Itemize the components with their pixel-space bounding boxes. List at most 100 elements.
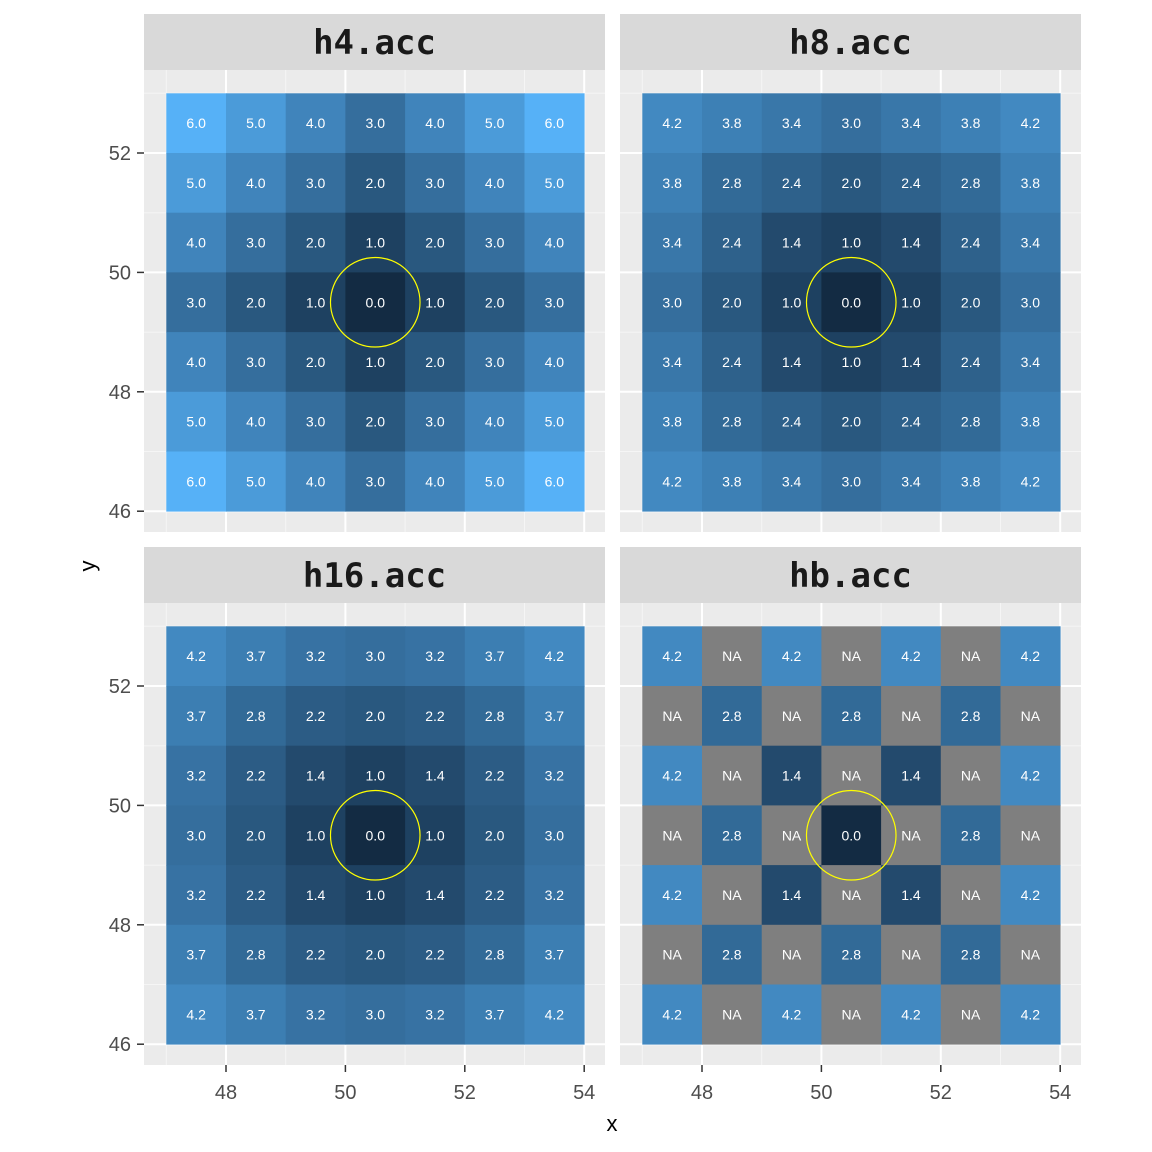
tile-value-label: NA	[722, 768, 742, 784]
heatmap-tile	[881, 93, 942, 154]
heatmap-tile	[345, 686, 406, 747]
heatmap-tile	[285, 153, 346, 214]
heatmap-tile	[524, 272, 585, 333]
heatmap-tile	[524, 805, 585, 866]
tile-value-label: NA	[1021, 708, 1041, 724]
heatmap-tile	[881, 212, 942, 273]
heatmap-tile	[166, 865, 227, 926]
heatmap-tile	[285, 626, 346, 687]
tile-value-label: 2.8	[722, 175, 742, 191]
tile-value-label: 1.4	[425, 887, 445, 903]
tile-value-label: 0.0	[366, 294, 386, 310]
tile-value-label: 1.4	[306, 887, 326, 903]
tile-value-label: 3.0	[485, 354, 505, 370]
tile-value-label: 3.7	[485, 648, 505, 664]
tile-value-label: 3.0	[366, 1006, 386, 1022]
facet-panel-h4-acc: h4.acc 6.0 5.0 4.0 3.0 4.0 5.0 6.0 5.0 4.0 3.0 2.0 3…	[109, 14, 605, 532]
y-tick-label: 46	[109, 1034, 131, 1056]
tile-value-label: 1.4	[901, 887, 921, 903]
tile-value-label: 3.8	[961, 473, 981, 489]
tile-value-label: 5.0	[545, 414, 565, 430]
heatmap-tile	[524, 153, 585, 214]
tile-value-label: 4.2	[1021, 115, 1041, 131]
y-axis-title: y	[75, 561, 100, 572]
tile-value-label: 1.4	[306, 768, 326, 784]
tile-value-label: 6.0	[545, 473, 565, 489]
heatmap-tile	[702, 391, 763, 452]
heatmap-tile	[226, 984, 287, 1045]
heatmap-tile	[761, 93, 822, 154]
tile-value-label: 2.4	[782, 414, 802, 430]
tile-value-label: 3.8	[662, 414, 682, 430]
tile-value-label: 2.8	[722, 414, 742, 430]
x-tick-label: 54	[1049, 1082, 1071, 1104]
heatmap-tile	[524, 626, 585, 687]
tile-value-label: 4.0	[306, 115, 326, 131]
tile-value-label: 4.2	[662, 1006, 682, 1022]
heatmap-tile	[226, 805, 287, 866]
heatmap-tile	[821, 93, 882, 154]
tile-value-label: 3.2	[186, 887, 206, 903]
tile-value-label: 3.7	[246, 1006, 266, 1022]
tile-value-label: NA	[722, 648, 742, 664]
tile-value-label: 1.0	[366, 354, 386, 370]
tile-value-label: 3.0	[186, 827, 206, 843]
heatmap-tile	[405, 865, 466, 926]
tile-value-label: 2.8	[842, 947, 862, 963]
tile-value-label: 2.2	[485, 768, 505, 784]
heatmap-tile	[1000, 391, 1061, 452]
tile-value-label: 2.0	[485, 827, 505, 843]
tile-value-label: 2.0	[425, 235, 445, 251]
tile-value-label: 2.8	[961, 175, 981, 191]
heatmap-tile	[821, 626, 882, 687]
tile-value-label: 3.4	[1021, 235, 1041, 251]
tile-value-label: 2.0	[246, 294, 266, 310]
tile-value-label: 3.0	[485, 235, 505, 251]
heatmap-tile	[940, 745, 1001, 806]
tile-value-label: NA	[961, 887, 981, 903]
heatmap-tile	[940, 924, 1001, 985]
heatmap-tile	[702, 93, 763, 154]
heatmap-tile	[285, 745, 346, 806]
heatmap-tile	[405, 212, 466, 273]
heatmap-tile	[821, 272, 882, 333]
tile-value-label: 2.0	[842, 175, 862, 191]
heatmap-tile	[881, 332, 942, 393]
tile-value-label: 1.4	[901, 235, 921, 251]
tile-value-label: 4.2	[545, 648, 565, 664]
tile-value-label: 3.8	[1021, 175, 1041, 191]
facet-strip-title: h8.acc	[789, 23, 912, 63]
tile-value-label: 3.0	[366, 115, 386, 131]
tile-value-label: 4.0	[306, 473, 326, 489]
heatmap-tile	[1000, 212, 1061, 273]
tile-value-label: 2.0	[366, 708, 386, 724]
heatmap-tile	[226, 451, 287, 512]
tile-value-label: 5.0	[485, 473, 505, 489]
highlight-circle	[329, 789, 421, 881]
heatmap-tile	[642, 626, 703, 687]
tile-value-label: 4.0	[485, 414, 505, 430]
tile-value-label: 4.2	[1021, 473, 1041, 489]
heatmap-tile	[285, 686, 346, 747]
heatmap-tile	[345, 272, 406, 333]
tile-value-label: 3.7	[485, 1006, 505, 1022]
tile-value-label: 2.2	[425, 947, 445, 963]
tile-value-label: 2.2	[306, 708, 326, 724]
heatmap-tile	[226, 745, 287, 806]
tile-value-label: 3.2	[545, 768, 565, 784]
heatmap-tile	[702, 153, 763, 214]
tile-value-label: 6.0	[186, 115, 206, 131]
y-tick-label: 52	[109, 143, 131, 165]
tile-value-label: 0.0	[366, 827, 386, 843]
tile-value-label: NA	[722, 887, 742, 903]
tile-value-label: 5.0	[186, 414, 206, 430]
heatmap-tile	[405, 924, 466, 985]
tile-value-label: 2.8	[961, 708, 981, 724]
tile-value-label: 4.2	[1021, 887, 1041, 903]
heatmap-tile	[821, 805, 882, 866]
heatmap-tile	[166, 745, 227, 806]
heatmap-tile	[642, 212, 703, 273]
tile-value-label: NA	[662, 947, 682, 963]
heatmap-tile	[464, 451, 525, 512]
tile-value-label: NA	[901, 827, 921, 843]
